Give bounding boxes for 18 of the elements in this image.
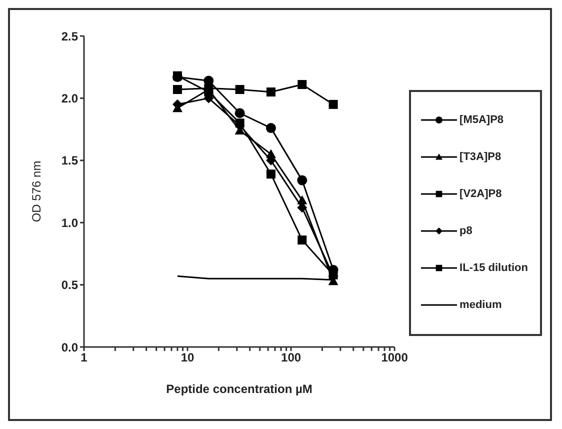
legend-label: [T3A]P8 — [460, 151, 502, 163]
y-tick-label: 1.5 — [61, 154, 78, 168]
y-tick-label: 0.5 — [61, 278, 78, 292]
y-tick-label: 1.0 — [61, 216, 78, 230]
legend-label: [V2A]P8 — [460, 188, 502, 200]
y-tick-label: 2.0 — [61, 91, 78, 106]
x-tick-label: 100 — [281, 350, 302, 365]
legend-label: IL-15 dilution — [460, 262, 528, 274]
legend-label: [M5A]P8 — [460, 114, 504, 126]
x-axis-title: Peptide concentration µM — [166, 382, 312, 396]
legend-label: medium — [460, 299, 502, 311]
x-tick-label: 10 — [180, 350, 195, 365]
x-tick-label: 1 — [80, 350, 88, 365]
legend-label: p8 — [460, 225, 472, 237]
y-axis-title: OD 576 nm — [29, 160, 44, 222]
y-tick-label: 0.0 — [61, 340, 78, 354]
y-tick-label: 2.5 — [61, 29, 78, 44]
x-tick-label: 1000 — [381, 350, 408, 365]
